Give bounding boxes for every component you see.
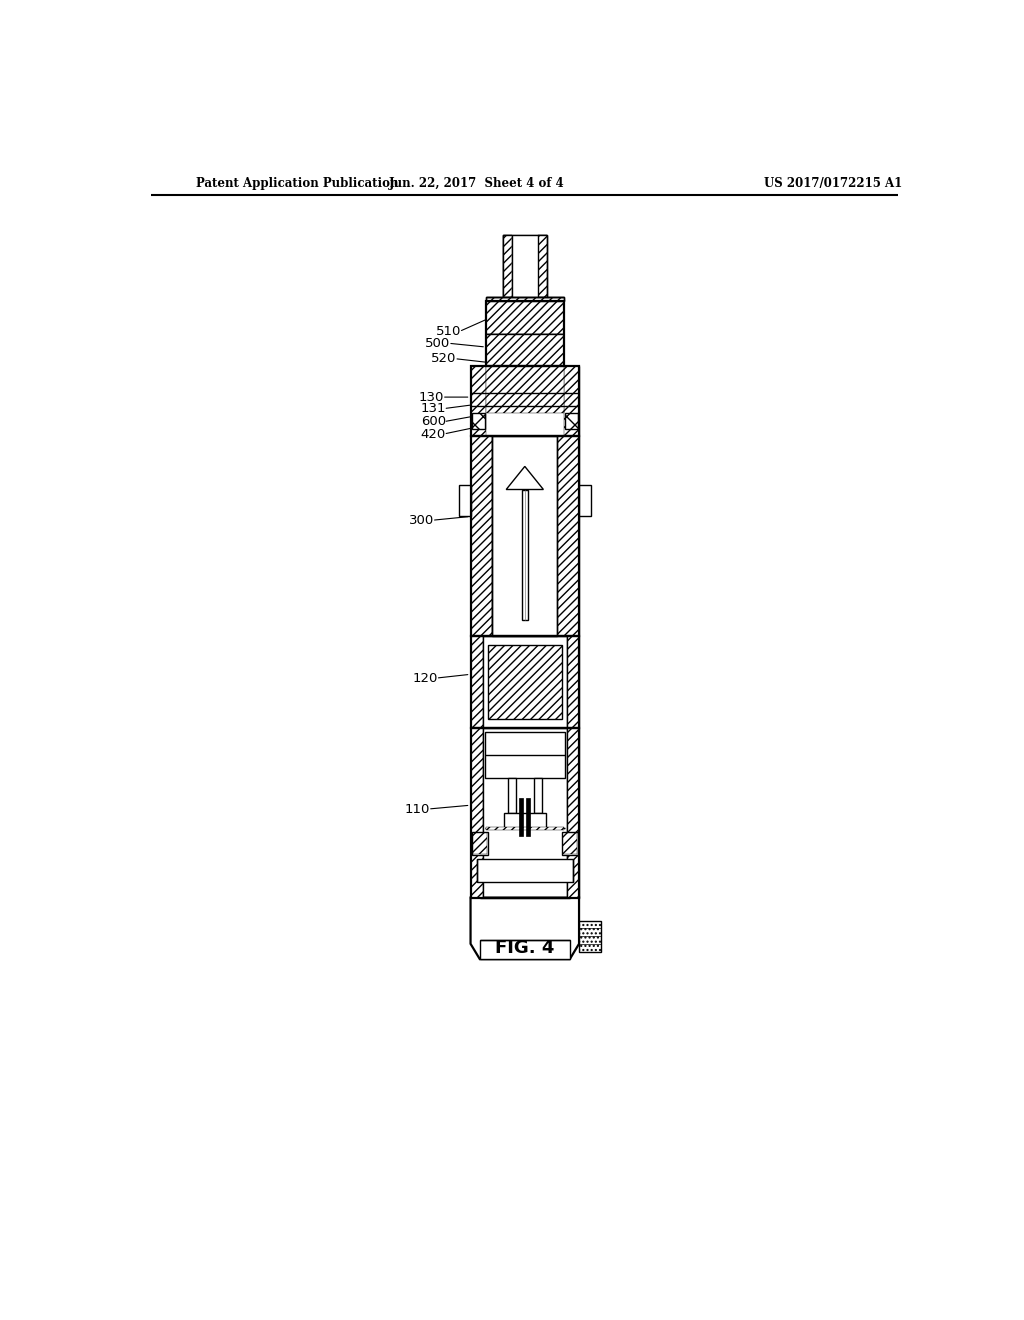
Bar xyxy=(526,797,530,836)
Bar xyxy=(471,729,579,898)
Bar xyxy=(471,436,493,636)
Bar xyxy=(472,832,487,855)
Bar xyxy=(508,779,515,813)
Text: 130: 130 xyxy=(419,391,444,404)
Text: 120: 120 xyxy=(413,672,438,685)
Text: Patent Application Publication: Patent Application Publication xyxy=(197,177,398,190)
Text: 600: 600 xyxy=(421,416,445,428)
Text: 500: 500 xyxy=(425,337,451,350)
Bar xyxy=(471,729,483,898)
Bar xyxy=(521,490,528,620)
Bar xyxy=(486,297,563,301)
Bar xyxy=(487,645,562,719)
Bar xyxy=(503,235,547,297)
Bar xyxy=(579,921,601,952)
Text: 300: 300 xyxy=(409,513,434,527)
Bar xyxy=(538,235,547,297)
Bar xyxy=(557,436,579,636)
Bar xyxy=(504,813,546,829)
Text: Jun. 22, 2017  Sheet 4 of 4: Jun. 22, 2017 Sheet 4 of 4 xyxy=(389,177,564,190)
Polygon shape xyxy=(506,466,544,490)
Bar xyxy=(535,779,542,813)
Bar xyxy=(471,636,579,729)
Bar xyxy=(471,367,579,436)
Bar xyxy=(480,940,569,960)
Bar xyxy=(471,367,579,436)
Bar xyxy=(484,733,565,779)
Text: FIG. 4: FIG. 4 xyxy=(496,939,554,957)
Bar xyxy=(471,436,579,636)
Bar xyxy=(471,436,579,636)
Text: US 2017/0172215 A1: US 2017/0172215 A1 xyxy=(764,177,902,190)
Polygon shape xyxy=(471,898,579,960)
Bar xyxy=(486,826,563,830)
Bar xyxy=(486,366,563,412)
Bar xyxy=(563,833,577,854)
Bar xyxy=(566,729,579,898)
Text: 420: 420 xyxy=(421,428,445,441)
Bar xyxy=(579,484,591,516)
Bar xyxy=(512,235,538,297)
Bar xyxy=(486,301,563,334)
Bar xyxy=(471,729,579,898)
Bar xyxy=(486,297,563,301)
Bar xyxy=(477,859,572,882)
Bar xyxy=(473,833,486,854)
Bar xyxy=(493,436,557,636)
Bar xyxy=(471,636,483,729)
Bar xyxy=(503,235,512,297)
Bar xyxy=(519,797,523,836)
Bar xyxy=(459,484,471,516)
Bar xyxy=(565,412,578,429)
Text: 110: 110 xyxy=(404,803,430,816)
Text: 520: 520 xyxy=(431,352,457,366)
Text: 131: 131 xyxy=(420,403,445,416)
Bar xyxy=(486,301,563,367)
Bar xyxy=(471,367,486,436)
Bar xyxy=(503,235,547,297)
Bar xyxy=(562,832,578,855)
Bar xyxy=(486,334,563,367)
Bar xyxy=(566,636,579,729)
Text: 510: 510 xyxy=(436,325,461,338)
Bar xyxy=(563,367,579,436)
Bar xyxy=(471,636,579,729)
Bar xyxy=(472,412,484,429)
